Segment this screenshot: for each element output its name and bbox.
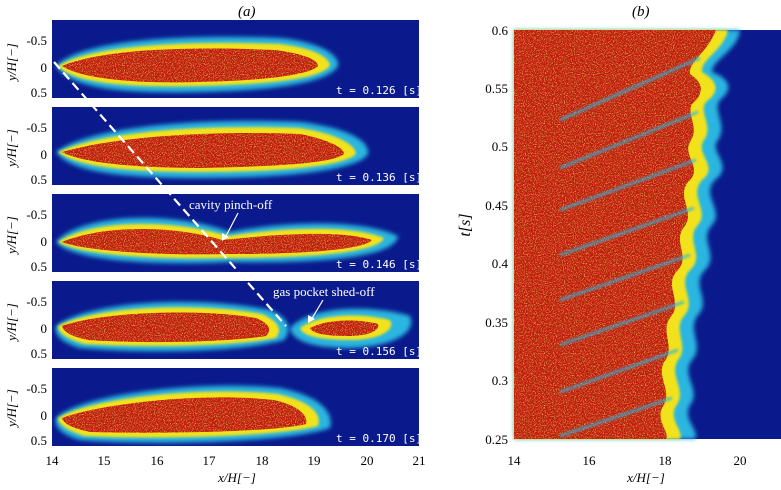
svg-text:20: 20 [361, 453, 374, 468]
panel-b-x-label: x/H[−] [626, 470, 665, 485]
panel-a-y-ticks: -0.5 0 0.5 -0.5 0 0.5 -0.5 0 0.5 -0.5 0 … [26, 33, 47, 448]
svg-text:14: 14 [508, 453, 522, 468]
panel-b-y-ticks: 0.6 0.55 0.5 0.45 0.4 0.35 0.3 0.25 [485, 23, 508, 447]
svg-text:0.45: 0.45 [485, 198, 508, 213]
frame-4-time: t = 0.156 [s] [336, 345, 422, 358]
pinch-off-trajectory [53, 61, 287, 327]
svg-text:0.6: 0.6 [492, 23, 509, 38]
svg-text:-0.5: -0.5 [26, 207, 47, 222]
svg-text:20: 20 [734, 453, 747, 468]
frame-5: t = 0.170 [s] [52, 368, 422, 446]
svg-text:0.5: 0.5 [492, 139, 508, 154]
svg-text:0.5: 0.5 [31, 85, 47, 100]
svg-text:0: 0 [41, 234, 48, 249]
svg-text:0.5: 0.5 [31, 172, 47, 187]
svg-text:17: 17 [203, 453, 217, 468]
panel-b-label: (b) [632, 4, 650, 20]
panel-a-x-label: x/H[−] [217, 470, 256, 485]
panel-a-x-ticks: 14 15 16 17 18 19 20 21 [46, 453, 426, 468]
frame-5-time: t = 0.170 [s] [336, 432, 422, 445]
svg-text:0.5: 0.5 [31, 346, 47, 361]
frame-4: gas pocket shed-off t = 0.156 [s] [52, 281, 422, 359]
svg-text:0.5: 0.5 [31, 433, 47, 448]
frame-1-time: t = 0.126 [s] [336, 84, 422, 97]
svg-text:y/H[−]: y/H[−] [4, 303, 19, 343]
svg-text:16: 16 [583, 453, 597, 468]
svg-text:19: 19 [308, 453, 321, 468]
svg-text:0: 0 [41, 60, 48, 75]
svg-text:16: 16 [151, 453, 165, 468]
shed-off-label: gas pocket shed-off [273, 284, 375, 299]
svg-text:15: 15 [98, 453, 111, 468]
panel-a-label: (a) [238, 4, 256, 20]
svg-text:0.3: 0.3 [492, 373, 508, 388]
svg-text:0.25: 0.25 [485, 432, 508, 447]
svg-text:y/H[−]: y/H[−] [4, 216, 19, 256]
frame-3-time: t = 0.146 [s] [336, 258, 422, 271]
svg-text:-0.5: -0.5 [26, 381, 47, 396]
svg-text:0.4: 0.4 [492, 256, 509, 271]
space-time-plot [514, 30, 781, 439]
svg-text:0: 0 [41, 147, 48, 162]
svg-text:0: 0 [41, 321, 48, 336]
svg-text:21: 21 [413, 453, 426, 468]
svg-text:18: 18 [256, 453, 269, 468]
svg-text:0.55: 0.55 [485, 81, 508, 96]
svg-text:-0.5: -0.5 [26, 294, 47, 309]
svg-text:0: 0 [41, 408, 48, 423]
frame-3: cavity pinch-off t = 0.146 [s] [52, 194, 422, 272]
frame-2-time: t = 0.136 [s] [336, 171, 422, 184]
svg-text:-0.5: -0.5 [26, 33, 47, 48]
pinch-off-label: cavity pinch-off [189, 197, 273, 212]
svg-text:0.5: 0.5 [31, 259, 47, 274]
panel-b-y-label: t[s] [457, 213, 474, 236]
svg-text:14: 14 [46, 453, 60, 468]
panel-b-x-ticks: 14 16 18 20 [508, 453, 747, 468]
svg-text:y/H[−]: y/H[−] [4, 129, 19, 169]
svg-text:-0.5: -0.5 [26, 120, 47, 135]
svg-text:0.35: 0.35 [485, 315, 508, 330]
frame-1: t = 0.126 [s] [52, 20, 422, 98]
frame-2: t = 0.136 [s] [52, 107, 422, 185]
svg-text:y/H[−]: y/H[−] [4, 389, 19, 429]
panel-a-y-labels: y/H[−] y/H[−] y/H[−] y/H[−] y/H[−] [4, 43, 19, 429]
svg-text:y/H[−]: y/H[−] [4, 43, 19, 83]
svg-text:18: 18 [659, 453, 672, 468]
